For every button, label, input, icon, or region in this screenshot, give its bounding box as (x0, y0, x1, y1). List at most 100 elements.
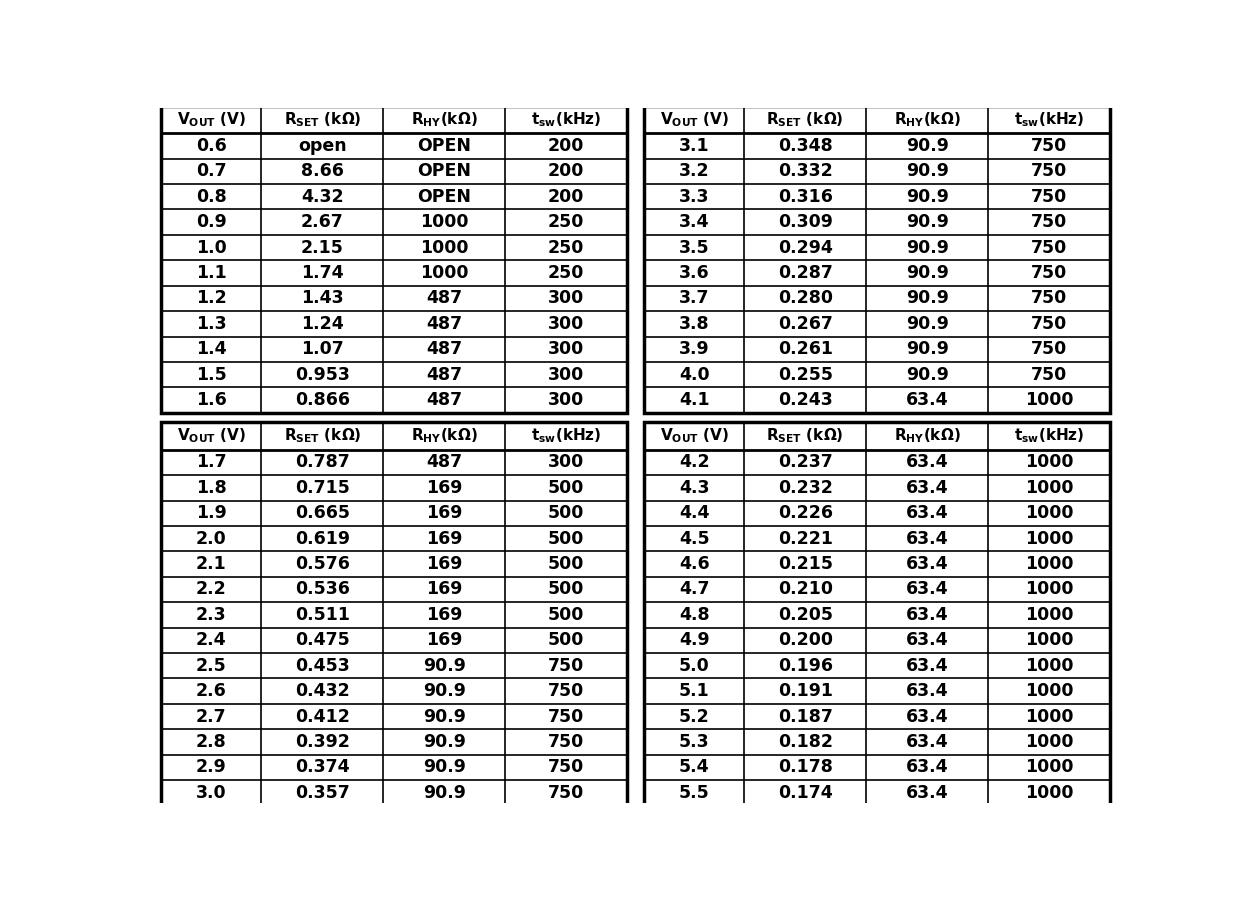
Text: 487: 487 (427, 340, 463, 358)
Text: 2.0: 2.0 (196, 529, 227, 548)
Text: 1000: 1000 (1024, 391, 1074, 410)
Text: 169: 169 (427, 504, 463, 522)
Text: 3.5: 3.5 (678, 239, 709, 256)
Text: 90.9: 90.9 (423, 759, 466, 777)
Text: 0.196: 0.196 (777, 657, 833, 675)
Text: 169: 169 (427, 606, 463, 624)
Text: 0.237: 0.237 (777, 454, 832, 472)
Text: 63.4: 63.4 (906, 529, 949, 548)
Text: 1000: 1000 (1024, 657, 1074, 675)
Text: 0.174: 0.174 (777, 784, 832, 802)
Text: 0.475: 0.475 (295, 631, 350, 649)
Text: R$_{\mathbf{SET}}$ (kΩ): R$_{\mathbf{SET}}$ (kΩ) (766, 427, 844, 446)
Text: 63.4: 63.4 (906, 657, 949, 675)
Text: 3.0: 3.0 (196, 784, 227, 802)
Text: 0.182: 0.182 (777, 733, 833, 751)
Text: 0.6: 0.6 (196, 137, 227, 155)
Bar (161, 422, 627, 805)
Text: 63.4: 63.4 (906, 759, 949, 777)
Text: 90.9: 90.9 (905, 264, 949, 282)
Text: 5.2: 5.2 (678, 707, 709, 725)
Text: 63.4: 63.4 (906, 479, 949, 497)
Text: 90.9: 90.9 (905, 162, 949, 180)
Text: 300: 300 (548, 365, 584, 383)
Text: 0.392: 0.392 (295, 733, 350, 751)
Text: 1000: 1000 (1024, 581, 1074, 599)
Text: 2.15: 2.15 (301, 239, 343, 256)
Bar (644, 422, 1110, 805)
Text: 1000: 1000 (1024, 454, 1074, 472)
Text: 2.9: 2.9 (196, 759, 227, 777)
Text: 487: 487 (427, 391, 463, 410)
Text: 90.9: 90.9 (905, 340, 949, 358)
Text: 0.511: 0.511 (295, 606, 350, 624)
Text: 90.9: 90.9 (905, 188, 949, 206)
Text: 90.9: 90.9 (423, 733, 466, 751)
Text: 250: 250 (548, 264, 584, 282)
Text: 90.9: 90.9 (423, 657, 466, 675)
Text: 1000: 1000 (420, 213, 469, 231)
Text: 1000: 1000 (1024, 759, 1074, 777)
Text: 1000: 1000 (1024, 606, 1074, 624)
Text: 4.3: 4.3 (678, 479, 709, 497)
Text: 750: 750 (1030, 188, 1068, 206)
Text: 4.6: 4.6 (678, 555, 709, 573)
Text: R$_{\mathbf{HY}}$(kΩ): R$_{\mathbf{HY}}$(kΩ) (894, 110, 961, 129)
Text: OPEN: OPEN (418, 188, 471, 206)
Text: 90.9: 90.9 (905, 315, 949, 333)
Text: 0.267: 0.267 (777, 315, 832, 333)
Text: V$_{\mathbf{OUT}}$ (V): V$_{\mathbf{OUT}}$ (V) (660, 427, 729, 446)
Text: 90.9: 90.9 (905, 137, 949, 155)
Text: 1.6: 1.6 (196, 391, 227, 410)
Text: 500: 500 (548, 606, 584, 624)
Text: 750: 750 (1030, 315, 1068, 333)
Text: 90.9: 90.9 (905, 213, 949, 231)
Text: 0.243: 0.243 (777, 391, 832, 410)
Text: R$_{\mathbf{SET}}$ (kΩ): R$_{\mathbf{SET}}$ (kΩ) (284, 427, 361, 446)
Text: 5.4: 5.4 (678, 759, 709, 777)
Text: 200: 200 (548, 162, 584, 180)
Text: 3.9: 3.9 (678, 340, 709, 358)
Text: 2.8: 2.8 (196, 733, 227, 751)
Text: open: open (298, 137, 347, 155)
Text: 500: 500 (548, 504, 584, 522)
Text: 4.1: 4.1 (678, 391, 709, 410)
Text: 0.294: 0.294 (777, 239, 832, 256)
Text: 2.7: 2.7 (196, 707, 227, 725)
Text: 2.2: 2.2 (196, 581, 227, 599)
Text: 90.9: 90.9 (423, 784, 466, 802)
Text: 750: 750 (548, 784, 584, 802)
Bar (161, 106, 627, 413)
Text: 63.4: 63.4 (906, 555, 949, 573)
Text: R$_{\mathbf{SET}}$ (kΩ): R$_{\mathbf{SET}}$ (kΩ) (284, 110, 361, 129)
Text: 4.32: 4.32 (301, 188, 343, 206)
Text: 0.8: 0.8 (196, 188, 227, 206)
Text: 0.576: 0.576 (295, 555, 350, 573)
Text: 487: 487 (427, 315, 463, 333)
Text: 90.9: 90.9 (423, 682, 466, 700)
Text: 487: 487 (427, 454, 463, 472)
Text: OPEN: OPEN (418, 137, 471, 155)
Text: 1.5: 1.5 (196, 365, 227, 383)
Text: 63.4: 63.4 (906, 682, 949, 700)
Text: 63.4: 63.4 (906, 733, 949, 751)
Text: 169: 169 (427, 581, 463, 599)
Text: 0.261: 0.261 (777, 340, 833, 358)
Text: 750: 750 (1030, 290, 1068, 308)
Text: 0.953: 0.953 (295, 365, 350, 383)
Text: 300: 300 (548, 391, 584, 410)
Text: t$_{\mathbf{sw}}$(kHz): t$_{\mathbf{sw}}$(kHz) (531, 427, 601, 446)
Text: 0.866: 0.866 (295, 391, 350, 410)
Text: 0.453: 0.453 (295, 657, 350, 675)
Text: 0.226: 0.226 (777, 504, 833, 522)
Text: 63.4: 63.4 (906, 631, 949, 649)
Text: 750: 750 (548, 759, 584, 777)
Text: R$_{\mathbf{HY}}$(kΩ): R$_{\mathbf{HY}}$(kΩ) (410, 110, 477, 129)
Text: 0.412: 0.412 (295, 707, 350, 725)
Text: 1000: 1000 (1024, 784, 1074, 802)
Text: 500: 500 (548, 479, 584, 497)
Text: R$_{\mathbf{SET}}$ (kΩ): R$_{\mathbf{SET}}$ (kΩ) (766, 110, 844, 129)
Text: 1.1: 1.1 (196, 264, 227, 282)
Text: 750: 750 (548, 682, 584, 700)
Text: 750: 750 (1030, 239, 1068, 256)
